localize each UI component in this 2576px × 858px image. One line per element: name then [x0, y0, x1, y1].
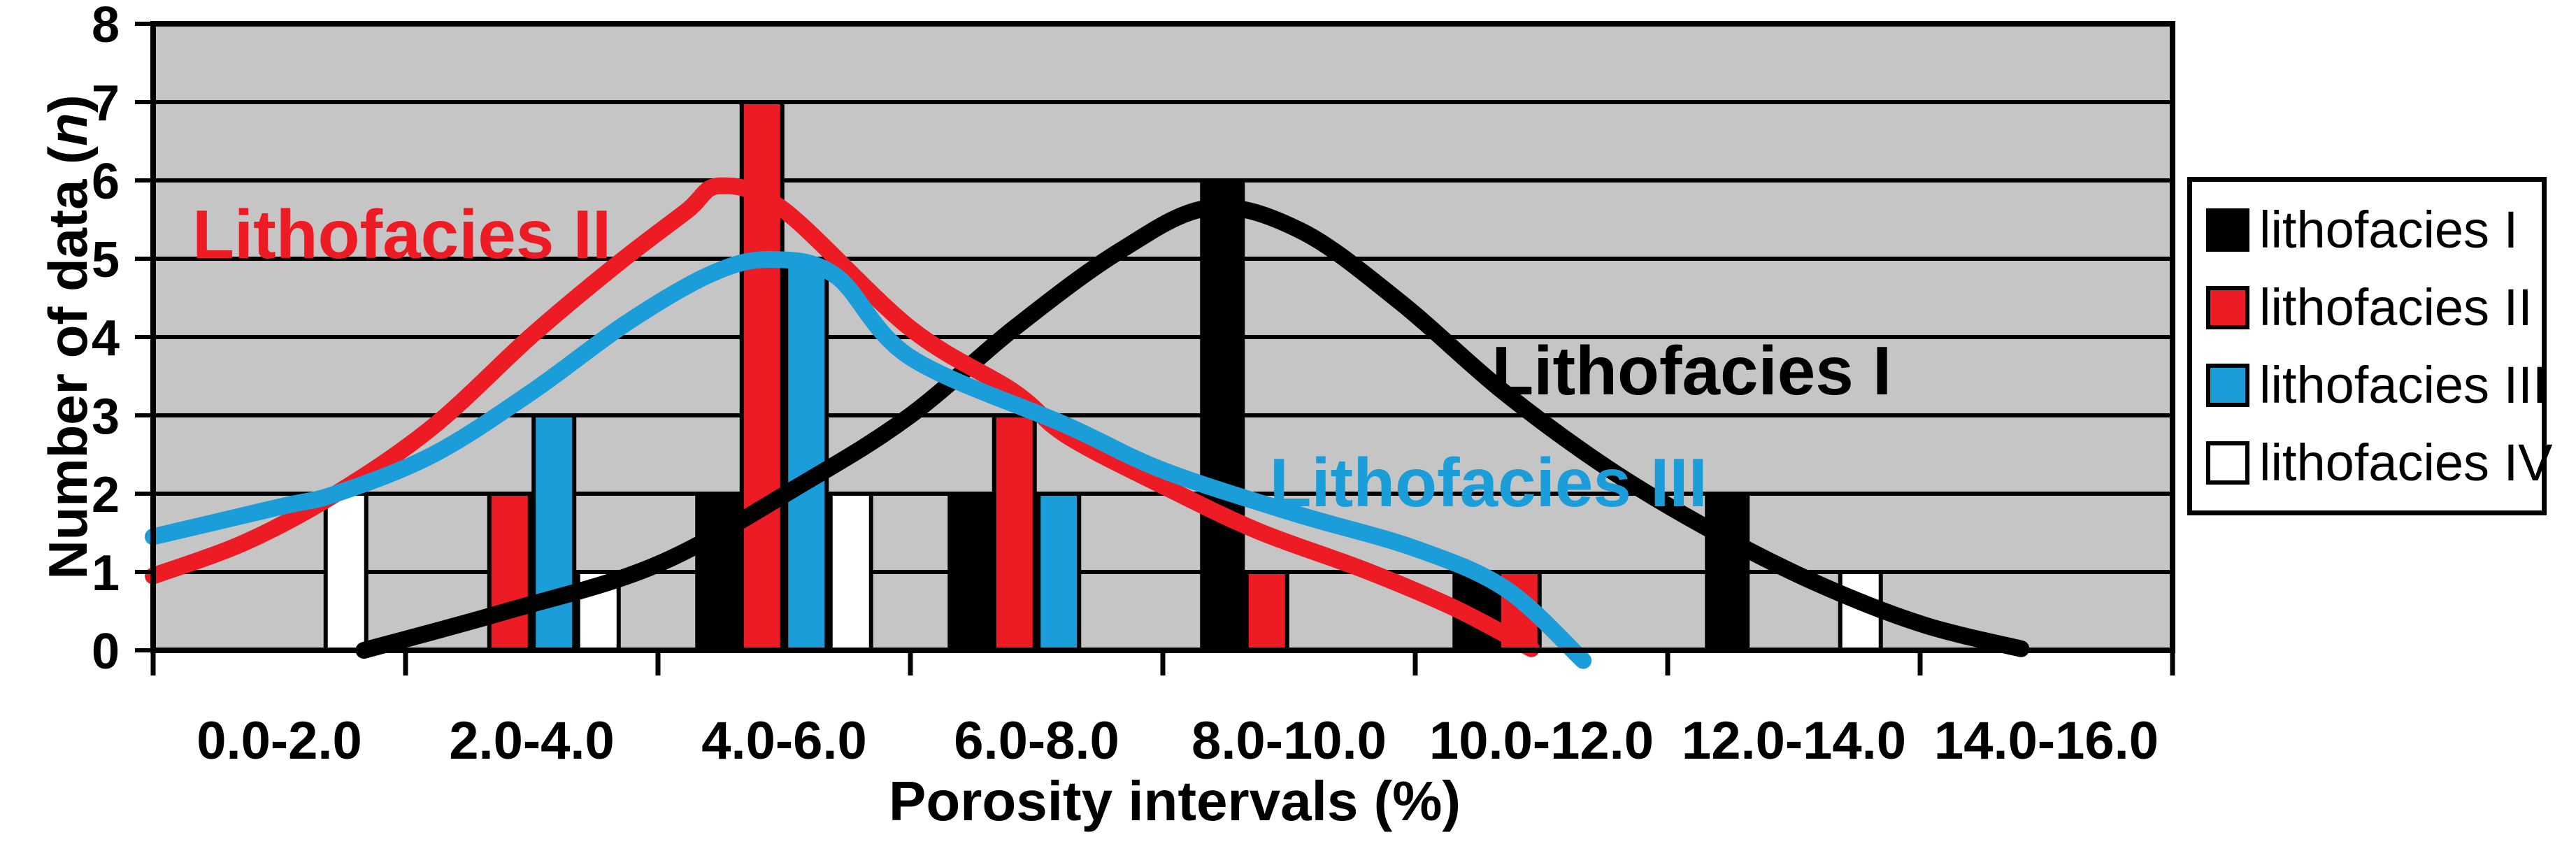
y-tick-label-7: 7 — [92, 76, 120, 131]
legend-swatch-black — [2206, 208, 2249, 252]
legend-label: lithofacies III — [2259, 356, 2547, 414]
y-tick-label-6: 6 — [92, 154, 120, 210]
legend-swatch-white — [2206, 441, 2249, 485]
y-tick-label-5: 5 — [92, 232, 120, 288]
legend-item-lithofacies-III: lithofacies III — [2206, 355, 2547, 415]
bar-lithofacies-II-2.0-4.0 — [487, 492, 532, 652]
legend-swatch-blue — [2206, 363, 2249, 407]
x-tick-label-2.0-4.0: 2.0-4.0 — [449, 711, 615, 771]
bar-lithofacies-III-6.0-8.0 — [1036, 492, 1082, 652]
legend-label: lithofacies II — [2259, 278, 2533, 336]
bar-lithofacies-I-12.0-14.0 — [1705, 492, 1750, 652]
bar-lithofacies-II-8.0-10.0 — [1244, 570, 1289, 652]
x-tick-label-6.0-8.0: 6.0-8.0 — [954, 711, 1119, 771]
y-axis-title-text: Number of data ( — [37, 145, 99, 580]
annotation-Lithofacies-III: Lithofacies III — [1270, 444, 1708, 521]
bar-lithofacies-IV-4.0-6.0 — [828, 492, 873, 652]
y-axis-title-close: ) — [37, 94, 99, 113]
legend-swatch-red — [2206, 285, 2249, 329]
legend-item-lithofacies-I: lithofacies I — [2206, 200, 2542, 259]
curve-lithofacies-I-trend — [355, 199, 2030, 659]
legend-item-lithofacies-IV: lithofacies IV — [2206, 433, 2553, 492]
x-tick-label-0.0-2.0: 0.0-2.0 — [196, 711, 362, 771]
x-tick-label-14.0-16.0: 14.0-16.0 — [1934, 711, 2159, 771]
legend-item-lithofacies-II: lithofacies II — [2206, 278, 2542, 337]
x-axis-title: Porosity intervals (%) — [888, 770, 1461, 832]
x-tick-label-8.0-10.0: 8.0-10.0 — [1192, 711, 1387, 771]
x-tick-label-12.0-14.0: 12.0-14.0 — [1682, 711, 1906, 771]
bar-lithofacies-III-4.0-6.0 — [784, 257, 829, 652]
y-axis-title-italic-n: n — [37, 113, 99, 146]
y-tick-label-1: 1 — [92, 545, 120, 601]
x-tick-label-4.0-6.0: 4.0-6.0 — [701, 711, 867, 771]
bar-lithofacies-I-6.0-8.0 — [947, 492, 993, 652]
x-tick-label-10.0-12.0: 10.0-12.0 — [1429, 711, 1654, 771]
y-tick-label-4: 4 — [92, 310, 120, 366]
y-axis-title: Number of data (n) — [36, 1, 99, 673]
y-tick-label-2: 2 — [92, 467, 120, 523]
curve-lithofacies-III-trend — [145, 251, 1592, 669]
annotation-Lithofacies-II: Lithofacies II — [192, 196, 611, 273]
y-tick-label-8: 8 — [92, 0, 120, 53]
bar-lithofacies-I-8.0-10.0 — [1200, 178, 1245, 652]
legend-label: lithofacies I — [2259, 201, 2519, 259]
y-tick-label-0: 0 — [92, 624, 120, 680]
bar-lithofacies-II-6.0-8.0 — [992, 413, 1037, 652]
bar-lithofacies-III-2.0-4.0 — [531, 413, 577, 652]
legend-label: lithofacies IV — [2259, 434, 2553, 492]
y-tick-label-3: 3 — [92, 389, 120, 445]
annotation-Lithofacies-I: Lithofacies I — [1491, 332, 1891, 409]
curve-lithofacies-II-trend — [145, 177, 1540, 657]
legend-box: lithofacies I lithofacies II lithofacies I… — [2187, 177, 2553, 515]
bar-lithofacies-IV-0.0-2.0 — [323, 492, 368, 652]
